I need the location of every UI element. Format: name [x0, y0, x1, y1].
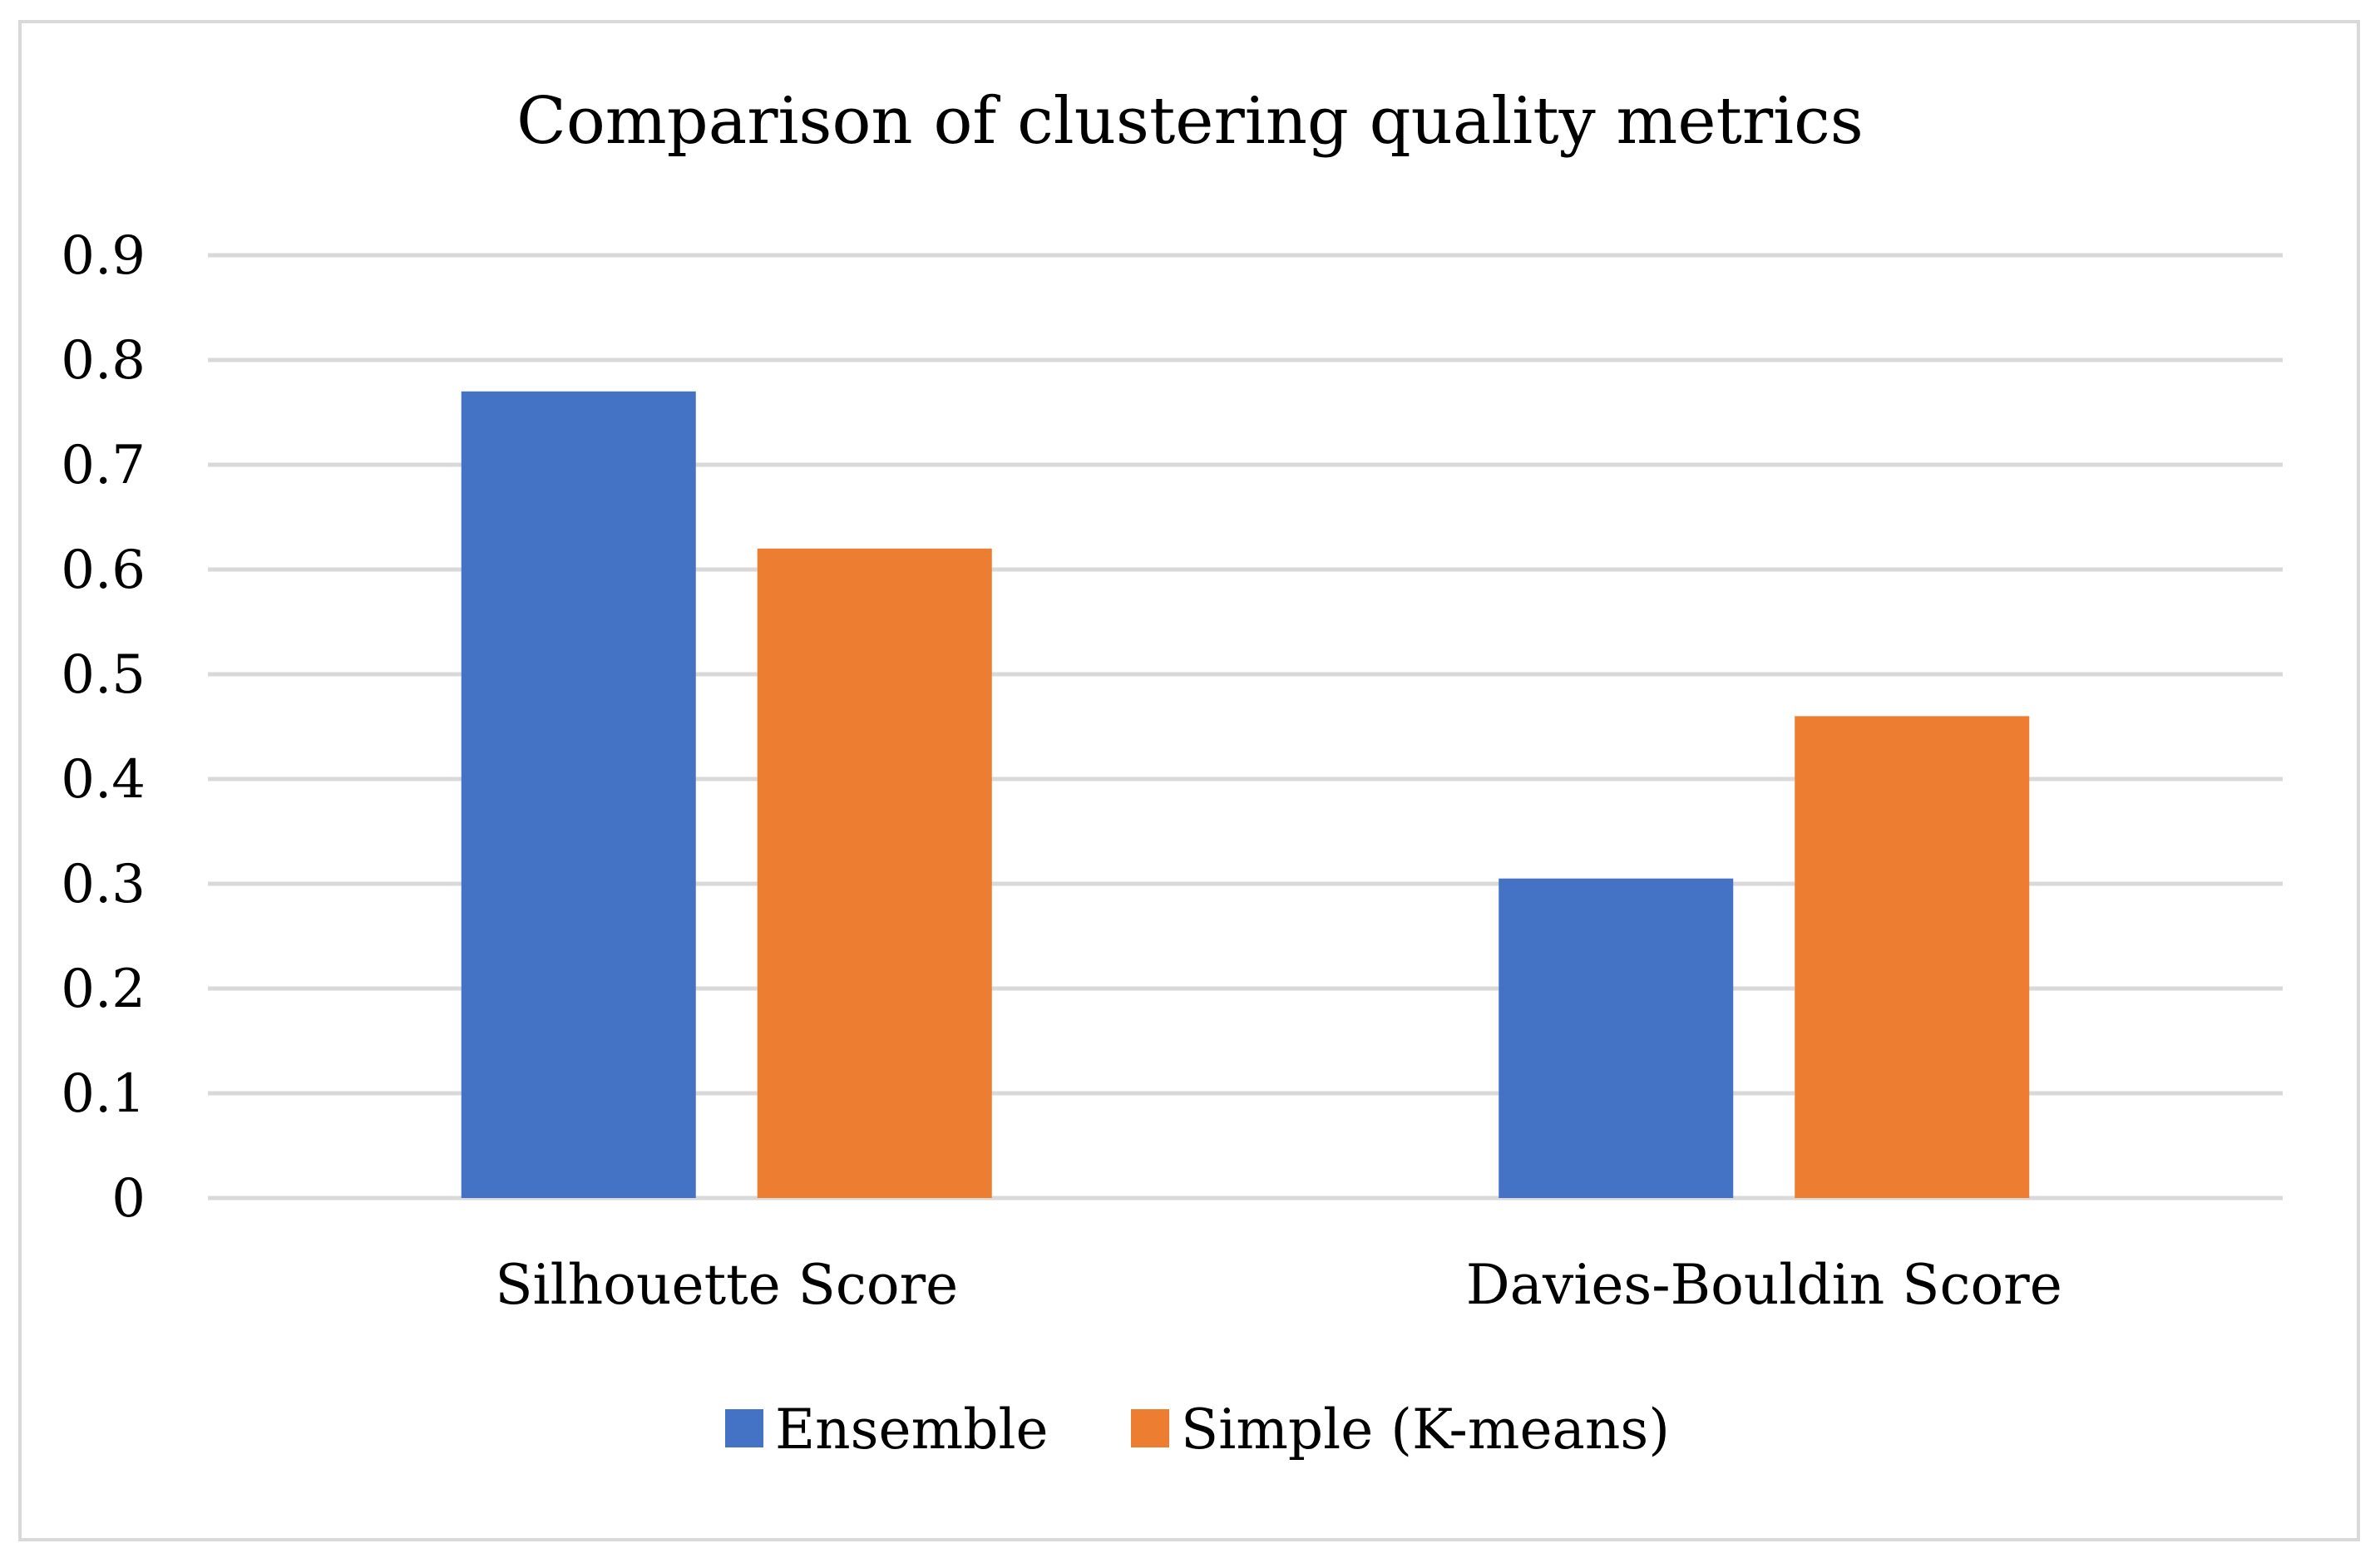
y-tick-label: 0.2 — [61, 959, 146, 1020]
bar-simple-k-means-0 — [757, 548, 992, 1198]
y-tick-label: 0 — [111, 1168, 146, 1230]
y-tick-label: 0.6 — [61, 540, 146, 601]
y-tick-label: 0.1 — [61, 1063, 146, 1125]
chart-title: Comparison of clustering quality metrics — [516, 84, 1864, 159]
y-tick-label: 0.4 — [61, 749, 146, 811]
bar-ensemble-1 — [1499, 878, 1734, 1198]
y-tick-label: 0.5 — [61, 644, 146, 706]
legend-swatch — [725, 1409, 763, 1447]
legend: Ensemble Simple (K-means) — [725, 1398, 1670, 1462]
legend-label: Simple (K-means) — [1181, 1398, 1670, 1462]
y-tick-label: 0.7 — [61, 435, 146, 496]
bars — [461, 391, 2030, 1198]
y-axis-ticks: 0 0.1 0.2 0.3 0.4 0.5 0.6 0.7 0.8 0.9 — [61, 225, 146, 1230]
bar-ensemble-0 — [461, 391, 696, 1198]
legend-swatch — [1131, 1409, 1169, 1447]
y-tick-label: 0.9 — [61, 225, 146, 287]
y-tick-label: 0.8 — [61, 330, 146, 392]
bar-simple-k-means-1 — [1795, 716, 2030, 1198]
legend-label: Ensemble — [775, 1398, 1049, 1462]
y-tick-label: 0.3 — [61, 854, 146, 915]
x-category-label: Silhouette Score — [495, 1253, 958, 1317]
x-axis-categories: Silhouette Score Davies-Bouldin Score — [495, 1253, 2062, 1317]
x-category-label: Davies-Bouldin Score — [1466, 1253, 2062, 1317]
